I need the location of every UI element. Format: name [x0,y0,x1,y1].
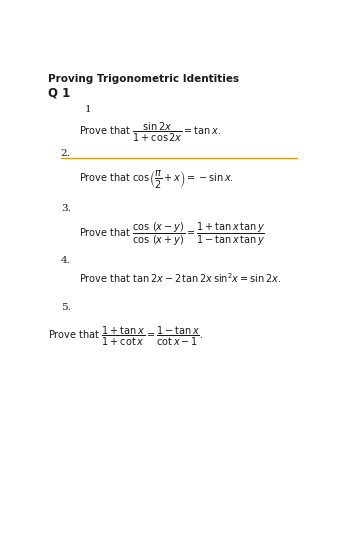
Text: 1: 1 [84,105,91,114]
Text: Q 1: Q 1 [47,87,70,100]
Text: Prove that $\dfrac{\sin 2x}{1 + \cos 2x} = \tan x.$: Prove that $\dfrac{\sin 2x}{1 + \cos 2x}… [79,121,221,144]
Text: 3.: 3. [61,204,71,213]
Text: 4.: 4. [61,256,71,265]
Text: Prove that $\dfrac{1 + \tan x}{1 + \cot x} = \dfrac{1 - \tan x}{\cot x - 1}.$: Prove that $\dfrac{1 + \tan x}{1 + \cot … [47,325,203,348]
Text: Prove that $\cos\!\left(\dfrac{\pi}{2} + x\right) = -\sin x.$: Prove that $\cos\!\left(\dfrac{\pi}{2} +… [79,168,234,190]
Text: 5.: 5. [61,303,71,312]
Text: Prove that $\tan 2x - 2\,\tan 2x\,\sin^{2}\!x = \sin 2x.$: Prove that $\tan 2x - 2\,\tan 2x\,\sin^{… [79,271,281,285]
Text: Prove that $\dfrac{\cos\,(x - y)}{\cos\,(x + y)} = \dfrac{1 + \tan x\,\tan y}{1 : Prove that $\dfrac{\cos\,(x - y)}{\cos\,… [79,221,265,248]
Text: Proving Trigonometric Identities: Proving Trigonometric Identities [47,74,239,85]
Text: 2.: 2. [61,149,71,158]
